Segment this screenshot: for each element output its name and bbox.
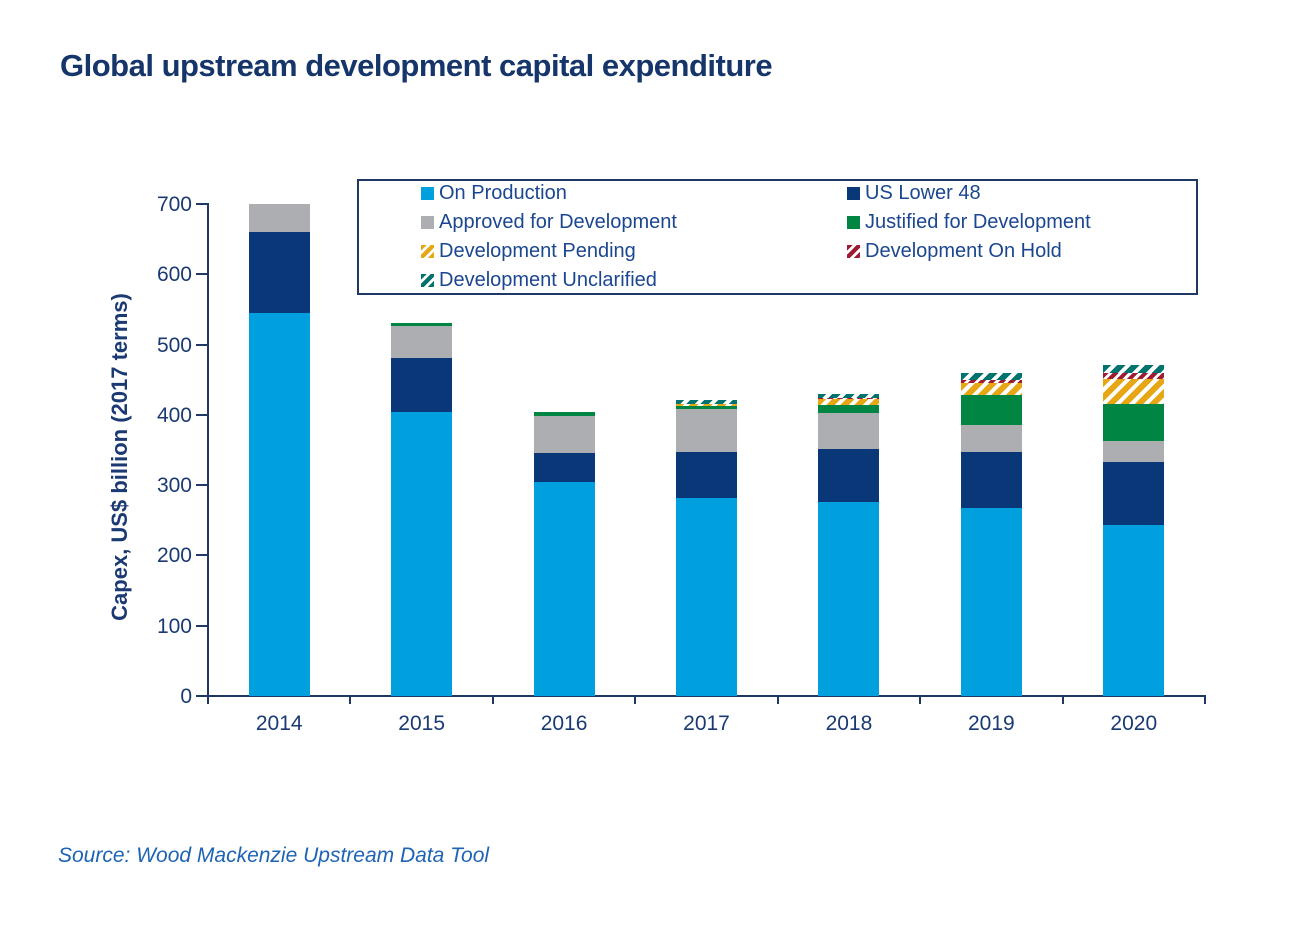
bar-segment-justified-for-development-2016 <box>533 412 595 416</box>
y-axis-tick-label: 0 <box>180 685 192 708</box>
bar-segment-us-lower-48-2018 <box>818 449 880 502</box>
legend-swatch-icon <box>421 245 434 258</box>
bar-segment-us-lower-48-2019 <box>960 452 1022 509</box>
bar-segment-approved-for-development-2014 <box>248 204 310 233</box>
x-axis-tick <box>349 696 352 704</box>
bar-segment-justified-for-development-2017 <box>676 405 737 409</box>
bar-segment-development-unclarified-2018 <box>818 394 880 398</box>
bar-segment-on-production-2016 <box>533 482 595 696</box>
legend-item-label: Development Unclarified <box>439 269 657 291</box>
bar-segment-on-production-2020 <box>1103 525 1165 696</box>
source-text: Source: Wood Mackenzie Upstream Data Too… <box>58 844 490 867</box>
legend-item-label: US Lower 48 <box>865 182 981 204</box>
bar-segment-us-lower-48-2014 <box>248 232 310 313</box>
x-axis-tick-label: 2019 <box>967 712 1015 735</box>
y-axis-tick <box>196 273 208 276</box>
bar-segment-approved-for-development-2019 <box>960 425 1022 453</box>
x-axis-tick-label: 2016 <box>540 712 588 735</box>
y-axis-tick-label: 500 <box>156 333 192 357</box>
bar-segment-us-lower-48-2016 <box>533 452 595 483</box>
legend-swatch-icon <box>847 216 860 229</box>
x-axis-tick-label: 2017 <box>683 712 730 735</box>
bar-segment-approved-for-development-2016 <box>533 415 595 453</box>
x-axis-tick <box>1204 696 1206 704</box>
legend-swatch-icon <box>847 187 860 200</box>
legend-item-development-unclarified: Development Unclarified <box>421 266 847 295</box>
bar-segment-justified-for-development-2019 <box>960 395 1022 426</box>
y-axis-tick-label: 400 <box>156 403 192 427</box>
bar-segment-development-on-hold-2020 <box>1103 373 1165 379</box>
legend-item-label: On Production <box>439 182 567 204</box>
y-axis-tick <box>196 413 208 416</box>
bar-segment-development-pending-2019 <box>960 383 1022 396</box>
bar-segment-us-lower-48-2020 <box>1103 461 1165 526</box>
x-axis-tick <box>1061 696 1064 704</box>
legend-item-approved-for-development: Approved for Development <box>421 208 847 237</box>
bar-segment-development-unclarified-2017 <box>676 400 737 404</box>
bar-segment-development-on-hold-2018 <box>818 397 880 400</box>
bar-segment-justified-for-development-2020 <box>1103 404 1165 441</box>
legend-swatch-icon <box>847 245 860 258</box>
bar-segment-development-pending-2020 <box>1103 379 1165 405</box>
bar-segment-development-pending-2017 <box>676 403 737 406</box>
legend-item-development-on-hold: Development On Hold <box>847 237 1196 266</box>
y-axis-line <box>207 203 209 697</box>
bar-segment-approved-for-development-2018 <box>818 413 880 450</box>
x-axis-tick <box>207 696 209 704</box>
bar-segment-development-unclarified-2019 <box>960 372 1022 380</box>
y-axis-tick <box>196 343 208 346</box>
x-axis-line <box>207 695 1206 697</box>
bar-segment-on-production-2017 <box>676 497 737 696</box>
bar-segment-approved-for-development-2020 <box>1103 440 1165 462</box>
y-axis-label: Capex, US$ billion (2017 terms) <box>107 293 132 621</box>
bar-segment-approved-for-development-2015 <box>391 326 453 358</box>
y-axis-tick-label: 200 <box>156 544 192 568</box>
bar-segment-on-production-2014 <box>248 312 310 696</box>
y-axis-tick-label: 100 <box>156 614 192 638</box>
y-axis-tick-label: 600 <box>156 263 192 287</box>
y-axis-tick <box>196 624 208 627</box>
bar-segment-justified-for-development-2015 <box>391 323 453 327</box>
legend-item-label: Development On Hold <box>865 240 1062 262</box>
x-axis-tick-label: 2014 <box>255 712 303 735</box>
bar-segment-us-lower-48-2015 <box>391 357 453 413</box>
x-axis-tick <box>776 696 779 704</box>
bar-segment-on-production-2018 <box>818 502 880 696</box>
chart-title: Global upstream development capital expe… <box>60 48 773 83</box>
x-axis-tick <box>919 696 922 704</box>
legend-item-us-lower-48: US Lower 48 <box>847 179 1196 208</box>
x-axis-tick-label: 2018 <box>825 712 873 735</box>
bar-segment-approved-for-development-2017 <box>676 408 737 453</box>
y-axis-tick <box>196 203 208 205</box>
y-axis-tick-label: 300 <box>156 474 192 498</box>
legend-swatch-icon <box>421 187 434 200</box>
bar-segment-justified-for-development-2018 <box>818 405 880 414</box>
bar-segment-on-production-2019 <box>960 508 1022 696</box>
legend-item-label: Justified for Development <box>865 211 1091 233</box>
y-axis-tick-label: 700 <box>156 193 192 216</box>
x-axis-tick <box>634 696 637 704</box>
legend-item-label: Development Pending <box>439 240 636 262</box>
bar-segment-development-pending-2018 <box>818 399 880 405</box>
bar-segment-development-unclarified-2020 <box>1103 364 1165 374</box>
bar-segment-development-on-hold-2019 <box>960 379 1022 384</box>
legend: On Production US Lower 48 Approved for Dev… <box>357 179 1198 295</box>
legend-item-development-pending: Development Pending <box>421 237 847 266</box>
legend-item-justified-for-development: Justified for Development <box>847 208 1196 237</box>
x-axis-tick-label: 2020 <box>1110 712 1158 735</box>
legend-item-on-production: On Production <box>421 179 847 208</box>
bar-segment-us-lower-48-2017 <box>676 452 737 498</box>
bar-segment-on-production-2015 <box>391 412 453 696</box>
legend-swatch-icon <box>421 274 434 287</box>
y-axis-tick <box>196 554 208 557</box>
x-axis-tick <box>491 696 494 704</box>
legend-swatch-icon <box>421 216 434 229</box>
y-axis-tick <box>196 695 208 697</box>
legend-item-label: Approved for Development <box>439 211 677 233</box>
x-axis-tick-label: 2015 <box>398 712 445 735</box>
y-axis-tick <box>196 484 208 487</box>
